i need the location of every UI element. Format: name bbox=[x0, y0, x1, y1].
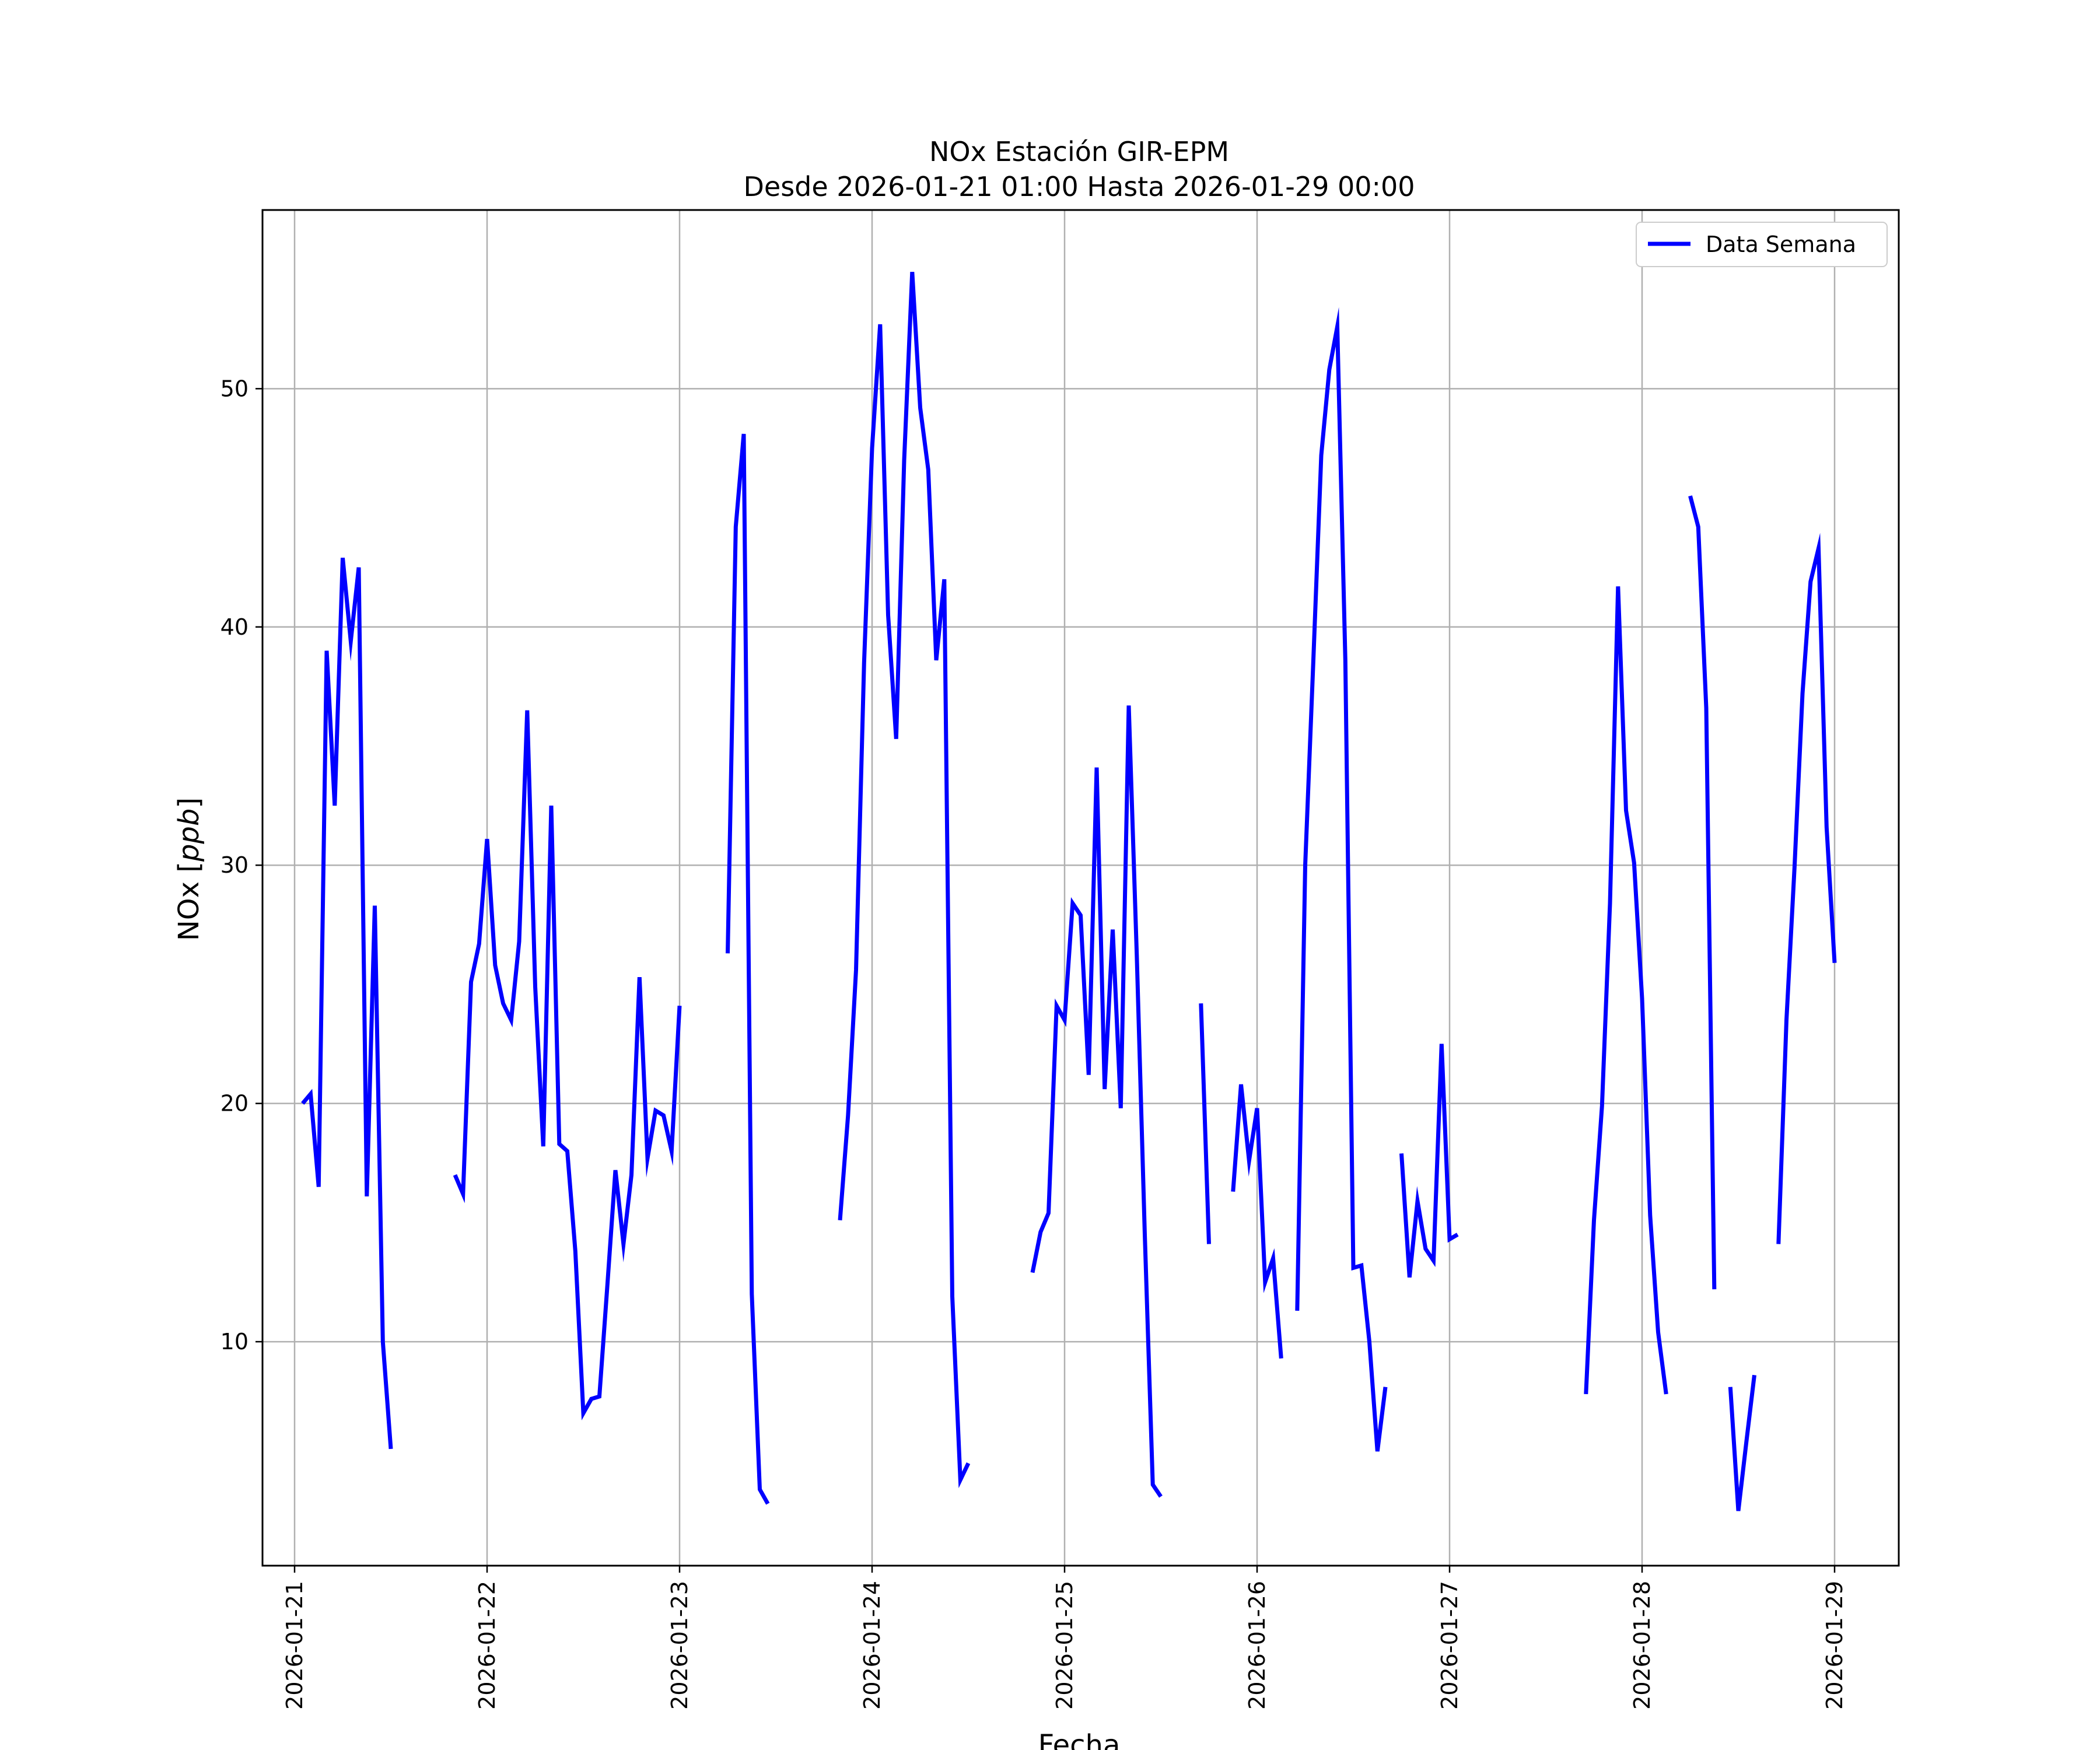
y-tick-label: 20 bbox=[220, 1091, 249, 1116]
chart-subtitle: Desde 2026-01-21 01:00 Hasta 2026-01-29 … bbox=[743, 171, 1415, 202]
series-line-data-semana bbox=[301, 271, 1837, 1511]
legend-label: Data Semana bbox=[1706, 232, 1856, 257]
x-tick-label: 2026-01-29 bbox=[1822, 1581, 1847, 1710]
x-tick-label: 2026-01-21 bbox=[282, 1581, 307, 1710]
y-tick-label: 10 bbox=[220, 1329, 249, 1354]
x-tick-label: 2026-01-25 bbox=[1052, 1581, 1077, 1710]
y-tick-label: 50 bbox=[220, 376, 249, 401]
x-tick-label: 2026-01-24 bbox=[859, 1581, 885, 1710]
legend-box bbox=[1636, 222, 1888, 267]
series-lines bbox=[301, 271, 1837, 1511]
y-tick-label: 30 bbox=[220, 852, 249, 878]
x-axis-label: Fecha bbox=[1038, 1729, 1121, 1750]
x-tick-label: 2026-01-22 bbox=[474, 1581, 500, 1710]
grid-lines bbox=[262, 210, 1899, 1566]
chart-title: NOx Estación GIR-EPM bbox=[929, 136, 1229, 167]
x-tick-label: 2026-01-26 bbox=[1244, 1581, 1270, 1710]
x-tick-label: 2026-01-28 bbox=[1629, 1581, 1655, 1710]
plot-frame bbox=[261, 209, 1900, 1567]
legend: Data Semana bbox=[1636, 222, 1888, 267]
x-tick-label: 2026-01-27 bbox=[1437, 1581, 1462, 1710]
y-axis-label: NOx [ppb] bbox=[173, 797, 205, 941]
axis-ticks: 2026-01-21 2026-01-22 2026-01-23 2026-01-24… bbox=[220, 376, 1847, 1710]
x-tick-label: 2026-01-23 bbox=[667, 1581, 692, 1710]
y-tick-label: 40 bbox=[220, 614, 249, 640]
